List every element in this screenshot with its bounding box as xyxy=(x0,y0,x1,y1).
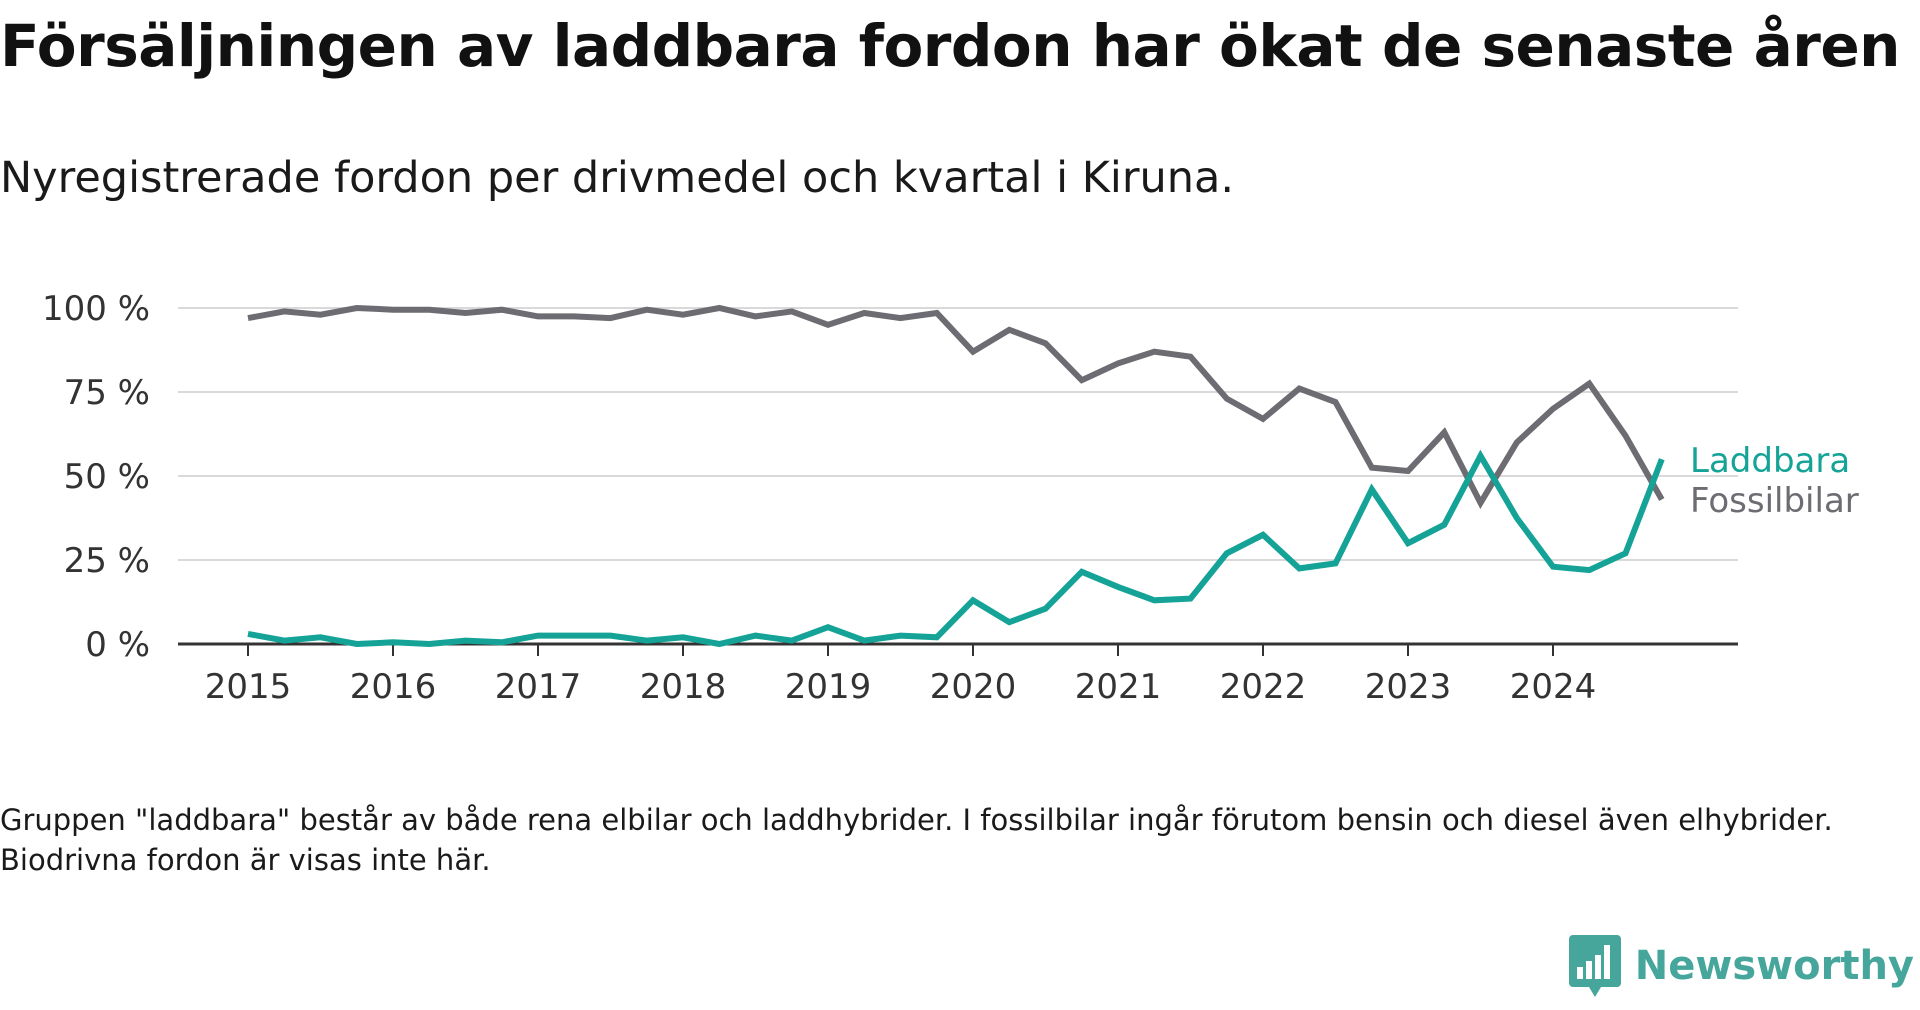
x-tick-label: 2016 xyxy=(350,667,437,707)
x-tick-label: 2017 xyxy=(495,667,582,707)
y-tick-label: 0 % xyxy=(85,625,150,665)
x-tick-label: 2021 xyxy=(1075,667,1162,707)
y-axis: 0 % 25 % 50 % 75 % 100 % xyxy=(42,289,150,665)
chart-title: Försäljningen av laddbara fordon har öka… xyxy=(0,12,1900,80)
series-label-laddbara: Laddbara xyxy=(1690,441,1850,481)
x-axis: 2015 2016 2017 2018 2019 2020 2021 2022 2023 2024 xyxy=(178,642,1738,707)
y-tick-label: 100 % xyxy=(42,289,150,329)
brand-name: Newsworthy xyxy=(1634,943,1914,989)
gridlines xyxy=(178,307,1738,561)
y-tick-label: 75 % xyxy=(64,373,150,413)
chart-subtitle: Nyregistrerade fordon per drivmedel och … xyxy=(0,153,1235,203)
series-label-fossilbilar: Fossilbilar xyxy=(1690,481,1859,521)
x-tick-label: 2022 xyxy=(1220,667,1307,707)
bar-chart-speech-bubble-icon xyxy=(1568,935,1621,997)
series-lines xyxy=(247,304,1665,648)
x-tick-label: 2015 xyxy=(205,667,292,707)
line-chart: 2015 2016 2017 2018 2019 2020 2021 2022 2023 2024… xyxy=(42,289,1859,707)
footnote: Gruppen "laddbara" består av både rena e… xyxy=(0,803,1833,877)
x-tick-label: 2023 xyxy=(1365,667,1452,707)
x-tick-label: 2019 xyxy=(785,667,872,707)
x-tick-label: 2024 xyxy=(1510,667,1597,707)
x-tick-label: 2020 xyxy=(930,667,1017,707)
y-tick-label: 25 % xyxy=(64,541,150,581)
x-tick-label: 2018 xyxy=(640,667,727,707)
series-line-fossilbilar xyxy=(247,304,1665,510)
newsworthy-logo[interactable]: Newsworthy xyxy=(1568,926,1914,1006)
y-tick-label: 50 % xyxy=(64,457,150,497)
series-line-laddbara xyxy=(247,449,1665,648)
